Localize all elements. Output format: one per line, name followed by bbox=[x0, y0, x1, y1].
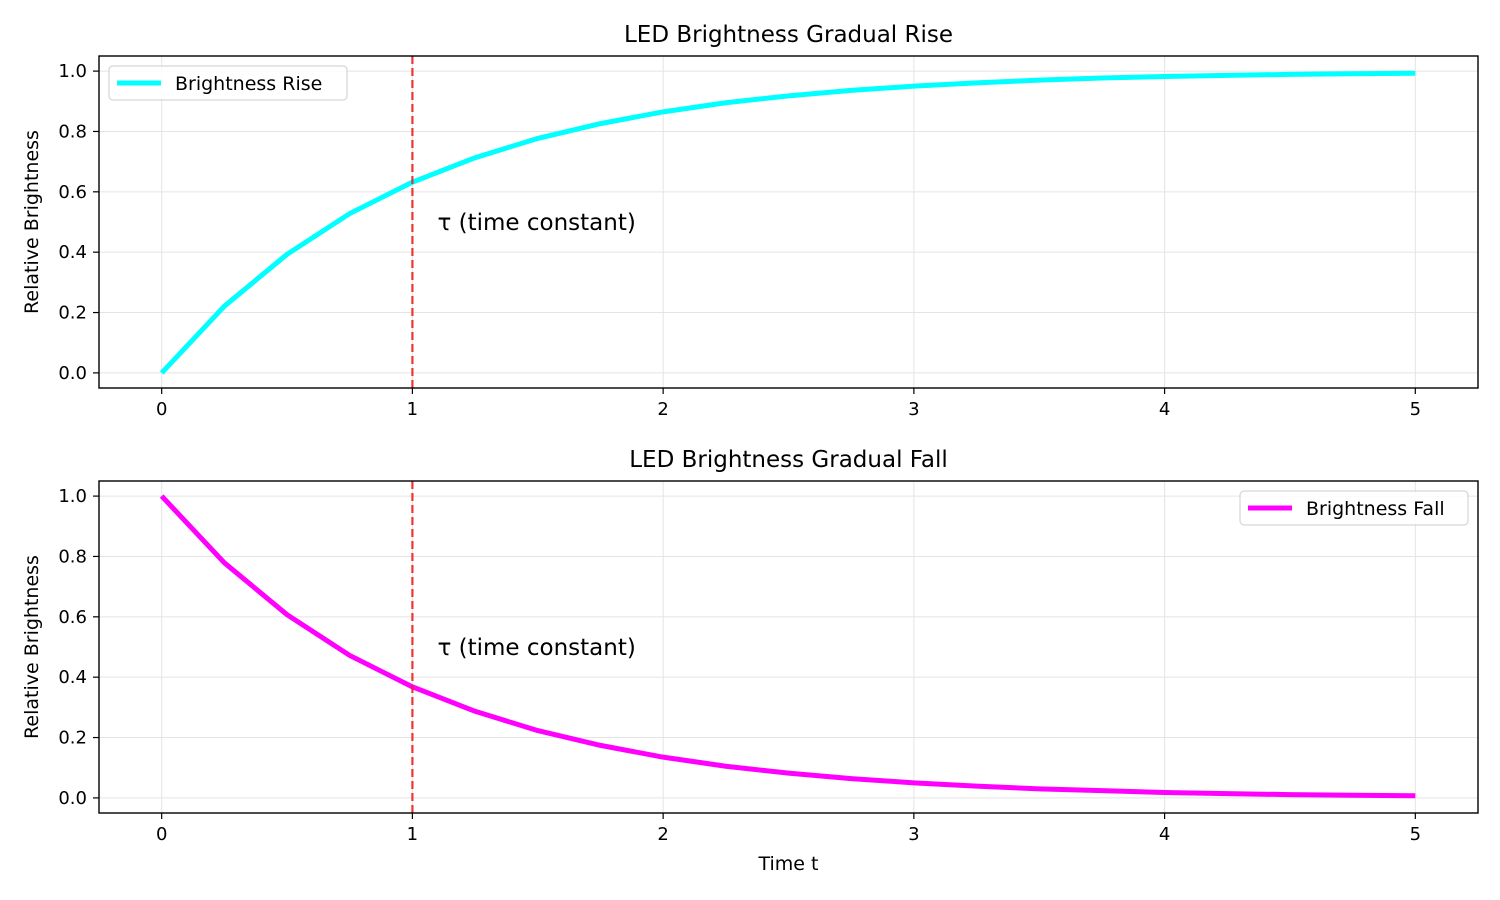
x-tick-label: 1 bbox=[407, 824, 418, 845]
chart-panel-1: 0 1 2 3 4 5 0.0 0.2 0.4 0.6 0.8 1.0 τ (time constant… bbox=[21, 447, 1479, 875]
legend-box bbox=[108, 65, 348, 101]
x-tick-label: 0 bbox=[156, 399, 167, 420]
x-tick-label: 2 bbox=[657, 824, 668, 845]
y-tick-label: 0.0 bbox=[58, 788, 87, 809]
legend: Brightness Rise bbox=[108, 65, 348, 101]
series-line-0 bbox=[159, 70, 1416, 375]
x-tick-label: 3 bbox=[908, 824, 919, 845]
x-tick-label: 1 bbox=[407, 399, 418, 420]
x-tick-label: 3 bbox=[908, 399, 919, 420]
y-tick-label: 1.0 bbox=[58, 486, 87, 507]
x-tick-label: 2 bbox=[657, 399, 668, 420]
y-axis-label: Relative Brightness bbox=[21, 555, 43, 739]
x-tick-label: 5 bbox=[1410, 824, 1421, 845]
tau-annotation: τ (time constant) bbox=[437, 210, 635, 236]
y-tick-label: 0.0 bbox=[58, 363, 87, 384]
plot-frame bbox=[98, 480, 1479, 814]
y-tick-label: 0.2 bbox=[58, 728, 87, 749]
legend-box bbox=[1239, 490, 1469, 526]
y-tick-label: 0.4 bbox=[58, 242, 87, 263]
x-tick-label: 4 bbox=[1159, 824, 1170, 845]
x-tick-label: 4 bbox=[1159, 399, 1170, 420]
plot-frame bbox=[98, 55, 1479, 389]
y-tick-label: 0.8 bbox=[58, 546, 87, 567]
chart-title: LED Brightness Gradual Rise bbox=[624, 22, 953, 48]
legend-label: Brightness Rise bbox=[175, 73, 322, 95]
y-axis-label: Relative Brightness bbox=[21, 130, 43, 314]
y-tick-label: 0.4 bbox=[58, 667, 87, 688]
chart-panel-0: 0 1 2 3 4 5 0.0 0.2 0.4 0.6 0.8 1.0 τ (time constant… bbox=[21, 22, 1479, 420]
legend: Brightness Fall bbox=[1239, 490, 1469, 526]
y-tick-label: 1.0 bbox=[58, 61, 87, 82]
x-tick-label: 5 bbox=[1410, 399, 1421, 420]
y-tick-label: 0.8 bbox=[58, 121, 87, 142]
y-tick-label: 0.6 bbox=[58, 607, 87, 628]
y-tick-label: 0.2 bbox=[58, 303, 87, 324]
chart-title: LED Brightness Gradual Fall bbox=[629, 447, 948, 473]
series-line-0 bbox=[159, 494, 1416, 799]
x-axis-label: Time t bbox=[758, 853, 819, 875]
legend-label: Brightness Fall bbox=[1306, 498, 1445, 520]
y-tick-label: 0.6 bbox=[58, 182, 87, 203]
tau-annotation: τ (time constant) bbox=[437, 635, 635, 661]
x-tick-label: 0 bbox=[156, 824, 167, 845]
